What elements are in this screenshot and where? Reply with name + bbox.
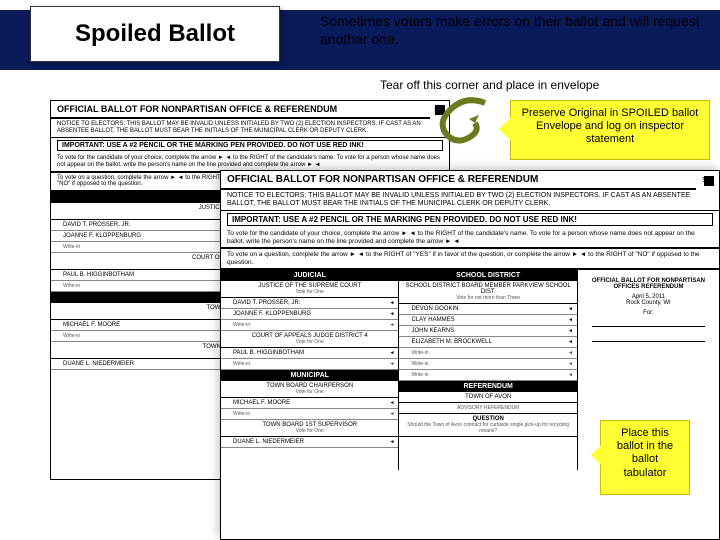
cand-higginbotham: PAUL B. HIGGINBOTHAM xyxy=(221,348,398,359)
stub-title: OFFICIAL BALLOT FOR NONPARTISAN OFFICES … xyxy=(582,278,715,290)
cand-brockwell: ELIZABETH M. BROCKWELL xyxy=(399,337,576,348)
signature-line xyxy=(592,341,705,342)
race-supreme: JUSTICE OF THE SUPREME COURT Vote for On… xyxy=(221,281,398,298)
race-question: QUESTION Should the Town of Avon contrac… xyxy=(399,414,576,437)
race-appeals: COURT OF APPEALS JUDGE DISTRICT 4 Vote f… xyxy=(221,331,398,348)
writein: Write-in xyxy=(221,409,398,420)
cand-gookin: DEVON GOOKIN xyxy=(399,304,576,315)
ballot2-important: IMPORTANT: USE A #2 PENCIL OR THE MARKIN… xyxy=(227,213,713,226)
sect-referendum: REFERENDUM xyxy=(399,381,576,392)
callout-preserve: Preserve Original in SPOILED ballot Enve… xyxy=(510,100,710,160)
writein: Write-in xyxy=(399,348,576,359)
writein: Write-in xyxy=(221,359,398,370)
writein: Write-in xyxy=(399,370,576,381)
subtitle-text: Sometimes voters make errors on their ba… xyxy=(320,12,700,48)
cand-kearns: JOHN KEARNS xyxy=(399,326,576,337)
sect-school: SCHOOL DISTRICT xyxy=(399,270,576,281)
race-townchair: TOWN BOARD CHAIRPERSON Vote for One xyxy=(221,381,398,398)
cand-niedermeier: DUANE L. NIEDERMEIER xyxy=(221,437,398,448)
writein: Write-in xyxy=(221,320,398,331)
cand-hammes: CLAY HAMMES xyxy=(399,315,576,326)
cand-moore: MICHAEL F. MOORE xyxy=(221,398,398,409)
page-title: Spoiled Ballot xyxy=(30,6,280,62)
sect-judicial: JUDICIAL xyxy=(221,270,398,281)
race-advisory: ADVISORY REFERENDUM xyxy=(399,403,576,414)
cand-prosser: DAVID T. PROSSER, JR. xyxy=(221,298,398,309)
ballot1-notice: NOTICE TO ELECTORS: THIS BALLOT MAY BE I… xyxy=(51,119,449,138)
race-supervisor: TOWN BOARD 1ST SUPERVISOR Vote for One xyxy=(221,420,398,437)
signature-line xyxy=(592,326,705,327)
race-townavon: TOWN OF AVON xyxy=(399,392,576,403)
stub-location: Rock County, WI xyxy=(582,300,715,306)
ballot1-important: IMPORTANT: USE A #2 PENCIL OR THE MARKIN… xyxy=(57,140,443,151)
callout-tabulator: Place this ballot in the ballot tabulato… xyxy=(600,420,690,495)
cand-kloppenburg: JOANNE F. KLOPPENBURG xyxy=(221,309,398,320)
ballot2-instr2: To vote on a question, complete the arro… xyxy=(221,249,719,270)
timing-mark-icon xyxy=(704,176,714,186)
ballot2-instr1: To vote for the candidate of your choice… xyxy=(221,228,719,249)
writein: Write-in xyxy=(399,359,576,370)
ballot2-notice: NOTICE TO ELECTORS: THIS BALLOT MAY BE I… xyxy=(221,190,719,211)
tearoff-instruction: Tear off this corner and place in envelo… xyxy=(380,78,599,92)
ballot2-header: OFFICIAL BALLOT FOR NONPARTISAN OFFICE &… xyxy=(221,171,696,190)
race-schoolboard: SCHOOL DISTRICT BOARD MEMBER PARKVIEW SC… xyxy=(399,281,576,304)
ballot1-header: OFFICIAL BALLOT FOR NONPARTISAN OFFICE &… xyxy=(51,101,430,119)
stub-for: For: xyxy=(582,310,715,316)
sect-municipal: MUNICIPAL xyxy=(221,370,398,381)
